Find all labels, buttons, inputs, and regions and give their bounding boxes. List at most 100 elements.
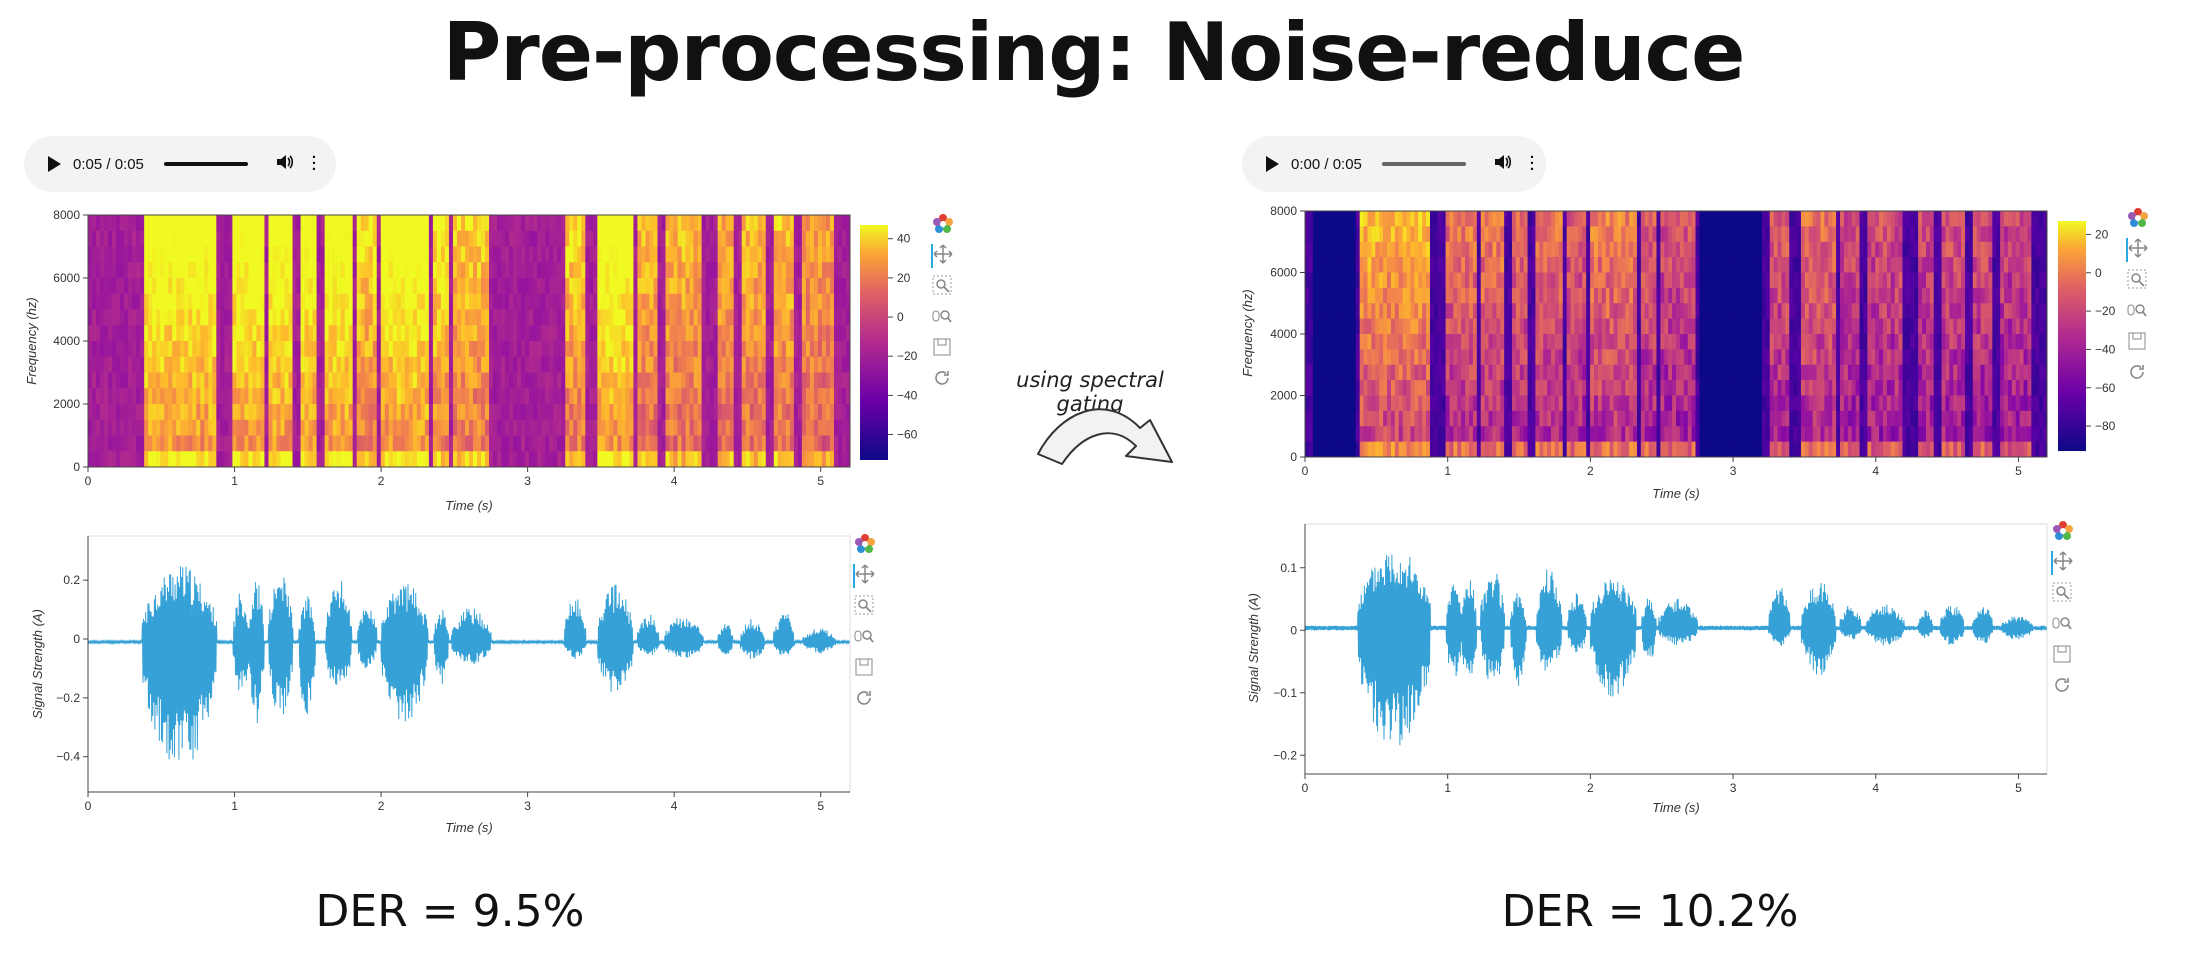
colorbar-tick-label: −20 bbox=[897, 349, 918, 363]
toolbar-waveform-denoised bbox=[2050, 520, 2078, 706]
x-tick-label: 4 bbox=[1872, 781, 1879, 795]
reset-icon[interactable] bbox=[854, 688, 878, 712]
play-icon[interactable] bbox=[1266, 156, 1279, 172]
y-tick-label: 0 bbox=[1290, 623, 1297, 637]
colorbar-tick-label: 0 bbox=[2095, 266, 2102, 280]
box-zoom-icon[interactable] bbox=[2127, 269, 2151, 293]
x-tick-label: 3 bbox=[1730, 781, 1737, 795]
toolbar-spectrogram-original bbox=[930, 213, 958, 399]
x-tick-label: 5 bbox=[2015, 781, 2022, 795]
x-tick-label: 5 bbox=[817, 474, 824, 488]
bokeh-logo-icon[interactable] bbox=[2127, 207, 2151, 231]
x-tick-label: 0 bbox=[1302, 781, 1309, 795]
player-time: 0:00 / 0:05 bbox=[1291, 155, 1362, 173]
more-options-icon[interactable]: · · · bbox=[311, 149, 317, 178]
save-icon[interactable] bbox=[932, 337, 956, 361]
spectrogram-original[interactable]: 0 2000 4000 6000 8000 0 1 2 3 4 5 Frequency (hz) T… bbox=[20, 205, 960, 525]
x-axis-label: Time (s) bbox=[445, 820, 493, 835]
x-tick-label: 4 bbox=[671, 474, 678, 488]
more-options-icon[interactable]: · · · bbox=[1529, 149, 1535, 178]
colorbar bbox=[860, 225, 888, 460]
player-time: 0:05 / 0:05 bbox=[73, 155, 144, 173]
volume-icon[interactable] bbox=[276, 154, 294, 174]
x-tick-label: 0 bbox=[1302, 464, 1309, 478]
x-tick-label: 2 bbox=[378, 474, 385, 488]
y-tick-label: 6000 bbox=[53, 271, 80, 285]
y-tick-label: 4000 bbox=[1270, 327, 1297, 341]
pan-icon[interactable] bbox=[853, 564, 879, 588]
pan-icon[interactable] bbox=[931, 244, 957, 268]
box-zoom-icon[interactable] bbox=[932, 275, 956, 299]
x-tick-label: 1 bbox=[231, 474, 238, 488]
x-tick-label: 2 bbox=[1587, 781, 1594, 795]
y-tick-label: 8000 bbox=[53, 208, 80, 222]
colorbar-tick-label: −80 bbox=[2095, 419, 2116, 433]
x-tick-label: 4 bbox=[1872, 464, 1879, 478]
x-tick-label: 1 bbox=[1444, 464, 1451, 478]
waveform-original[interactable]: 0.2 0 −0.2 −0.4 0 1 2 3 4 5 Signal Strength (A) T… bbox=[20, 530, 960, 840]
save-icon[interactable] bbox=[2127, 331, 2151, 355]
bokeh-logo-icon[interactable] bbox=[2052, 520, 2076, 544]
colorbar-tick-label: −60 bbox=[2095, 381, 2116, 395]
toolbar-spectrogram-denoised bbox=[2125, 207, 2153, 393]
y-tick-label: −0.2 bbox=[1273, 748, 1297, 762]
box-zoom-icon[interactable] bbox=[854, 595, 878, 619]
waveform-denoised[interactable]: 0.1 0 −0.1 −0.2 0 1 2 3 4 5 Signal Strength (A) T… bbox=[1238, 520, 2178, 830]
y-tick-label: 0.2 bbox=[63, 573, 80, 587]
toolbar-waveform-original bbox=[852, 533, 880, 719]
x-tick-label: 3 bbox=[524, 799, 531, 813]
save-icon[interactable] bbox=[2052, 644, 2076, 668]
colorbar-tick-label: −20 bbox=[2095, 304, 2116, 318]
reset-icon[interactable] bbox=[2052, 675, 2076, 699]
wheel-zoom-icon[interactable] bbox=[932, 306, 956, 330]
y-tick-label: 8000 bbox=[1270, 205, 1297, 218]
x-tick-label: 2 bbox=[378, 799, 385, 813]
x-tick-label: 0 bbox=[85, 474, 92, 488]
pan-icon[interactable] bbox=[2051, 551, 2077, 575]
reset-icon[interactable] bbox=[932, 368, 956, 392]
colorbar-tick-label: 20 bbox=[2095, 227, 2109, 241]
x-tick-label: 3 bbox=[1730, 464, 1737, 478]
colorbar-tick-label: 40 bbox=[897, 232, 911, 246]
y-tick-label: 6000 bbox=[1270, 266, 1297, 280]
reset-icon[interactable] bbox=[2127, 362, 2151, 386]
pan-icon[interactable] bbox=[2126, 238, 2152, 262]
colorbar-tick-label: −60 bbox=[897, 428, 918, 442]
x-tick-label: 4 bbox=[671, 799, 678, 813]
colorbar-tick-label: 0 bbox=[897, 310, 904, 324]
bokeh-logo-icon[interactable] bbox=[854, 533, 878, 557]
seek-bar[interactable] bbox=[163, 162, 248, 166]
curved-arrow-icon bbox=[1037, 408, 1173, 465]
slide-title: Pre-processing: Noise-reduce bbox=[442, 6, 1746, 99]
y-axis-label: Frequency (hz) bbox=[24, 297, 39, 384]
colorbar bbox=[2058, 221, 2086, 451]
play-icon[interactable] bbox=[48, 156, 61, 172]
y-tick-label: 0 bbox=[73, 632, 80, 646]
colorbar-tick-label: 20 bbox=[897, 271, 911, 285]
y-tick-label: 0.1 bbox=[1280, 561, 1297, 575]
volume-icon[interactable] bbox=[1494, 154, 1512, 174]
wheel-zoom-icon[interactable] bbox=[2052, 613, 2076, 637]
spectrogram-denoised[interactable]: 0 2000 4000 6000 8000 0 1 2 3 4 5 Frequency (hz) T… bbox=[1238, 205, 2178, 525]
wheel-zoom-icon[interactable] bbox=[2127, 300, 2151, 324]
x-tick-label: 1 bbox=[231, 799, 238, 813]
y-tick-label: −0.2 bbox=[56, 691, 80, 705]
x-tick-label: 5 bbox=[817, 799, 824, 813]
audio-player-denoised[interactable]: 0:00 / 0:05 · · · bbox=[1242, 136, 1546, 192]
y-tick-label: −0.1 bbox=[1273, 686, 1297, 700]
save-icon[interactable] bbox=[854, 657, 878, 681]
der-original: DER = 9.5% bbox=[315, 886, 585, 937]
bokeh-logo-icon[interactable] bbox=[932, 213, 956, 237]
y-tick-label: 0 bbox=[73, 460, 80, 474]
y-tick-label: 2000 bbox=[53, 397, 80, 411]
y-tick-label: −0.4 bbox=[56, 750, 80, 764]
colorbar-tick-label: −40 bbox=[2095, 342, 2116, 356]
arrow-caption: using spectral gating bbox=[1016, 368, 1164, 416]
audio-player-original[interactable]: 0:05 / 0:05 · · · bbox=[24, 136, 336, 192]
y-tick-label: 2000 bbox=[1270, 389, 1297, 403]
seek-bar[interactable] bbox=[1381, 162, 1466, 166]
x-tick-label: 5 bbox=[2015, 464, 2022, 478]
x-axis-label: Time (s) bbox=[445, 498, 493, 513]
wheel-zoom-icon[interactable] bbox=[854, 626, 878, 650]
box-zoom-icon[interactable] bbox=[2052, 582, 2076, 606]
